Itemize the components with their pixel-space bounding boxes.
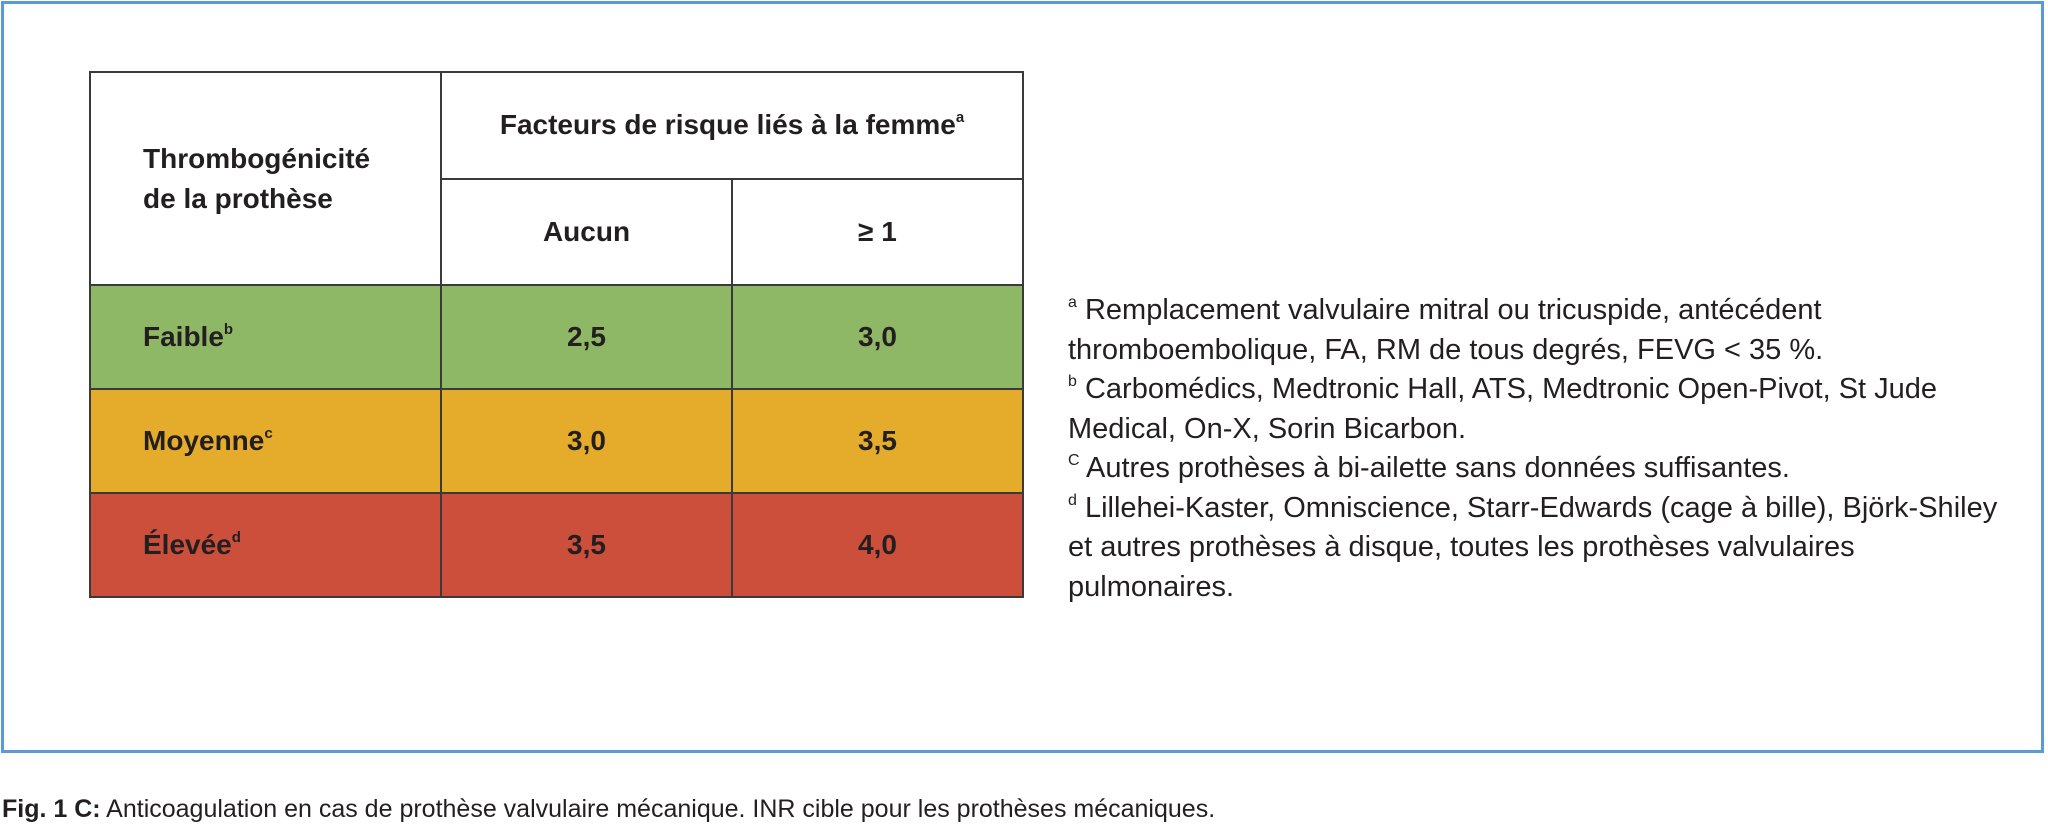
table-row-faible: Faibleb 2,5 3,0 — [89, 284, 1025, 390]
cell-moyenne-aucun: 3,0 — [440, 388, 733, 494]
footnote-text: Remplacement valvulaire mitral ou tricus… — [1068, 294, 1824, 366]
footnote-marker: d — [1068, 491, 1077, 509]
footnotes: a Remplacement valvulaire mitral ou tric… — [1068, 291, 2018, 607]
header-left-line1: Thrombogénicité — [143, 142, 371, 174]
table-row-moyenne: Moyennec 3,0 3,5 — [89, 388, 1025, 494]
row-label-text: Faible — [143, 321, 224, 352]
footnote-marker: C — [1068, 452, 1080, 469]
row-label-faible: Faibleb — [89, 284, 442, 390]
row-label-sup: d — [231, 529, 241, 546]
footnote-text: Autres prothèses à bi-ailette sans donné… — [1079, 452, 1790, 484]
row-label-text: Moyenne — [143, 425, 265, 456]
figure-frame — [1, 1, 2044, 753]
table-subheader-row: Aucun ≥ 1 — [90, 177, 1025, 286]
cell-faible-one-or-more: 3,0 — [730, 284, 1025, 390]
header-top-text: Facteurs de risque liés à la femme — [499, 109, 956, 141]
footnote-b: b Carbomédics, Medtronic Hall, ATS, Medt… — [1068, 370, 2018, 449]
header-risk-factors: Facteurs de risque liés à la femmea — [439, 71, 1025, 180]
table-header-row: Thrombogénicité de la prothèse Facteurs … — [89, 71, 1025, 286]
cell-moyenne-one-or-more: 3,5 — [730, 388, 1025, 494]
table-row-elevee: Élevéed 3,5 4,0 — [89, 492, 1025, 598]
figure-caption: Fig. 1 C: Anticoagulation en cas de prot… — [2, 795, 1215, 824]
footnote-text: Lillehei-Kaster, Omniscience, Starr-Edwa… — [1068, 491, 1998, 603]
column-header-one-or-more: ≥ 1 — [730, 177, 1025, 286]
header-top-sup: a — [955, 109, 965, 127]
footnote-c: C Autres prothèses à bi-ailette sans don… — [1068, 449, 2018, 489]
row-label-sup: b — [223, 321, 234, 338]
cell-elevee-aucun: 3,5 — [440, 492, 733, 598]
header-left-line2: de la prothèse — [143, 182, 333, 214]
cell-elevee-one-or-more: 4,0 — [730, 492, 1025, 598]
caption-lead: Fig. 1 C: — [2, 795, 101, 823]
row-label-sup: c — [264, 425, 273, 442]
footnote-d: d Lillehei-Kaster, Omniscience, Starr-Ed… — [1068, 489, 2018, 608]
cell-faible-aucun: 2,5 — [440, 284, 733, 390]
footnote-a: a Remplacement valvulaire mitral ou tric… — [1068, 291, 2018, 370]
footnote-marker: a — [1068, 294, 1077, 311]
footnote-marker: b — [1068, 373, 1077, 390]
column-header-aucun: Aucun — [440, 177, 733, 286]
row-label-elevee: Élevéed — [89, 492, 442, 598]
caption-text: Anticoagulation en cas de prothèse valvu… — [100, 795, 1216, 823]
inr-table: Thrombogénicité de la prothèse Facteurs … — [89, 71, 1025, 598]
row-label-moyenne: Moyennec — [89, 388, 442, 494]
header-thrombogenicity: Thrombogénicité de la prothèse — [89, 71, 442, 286]
row-label-text: Élevée — [143, 529, 232, 560]
footnote-text: Carbomédics, Medtronic Hall, ATS, Medtro… — [1068, 373, 1938, 445]
